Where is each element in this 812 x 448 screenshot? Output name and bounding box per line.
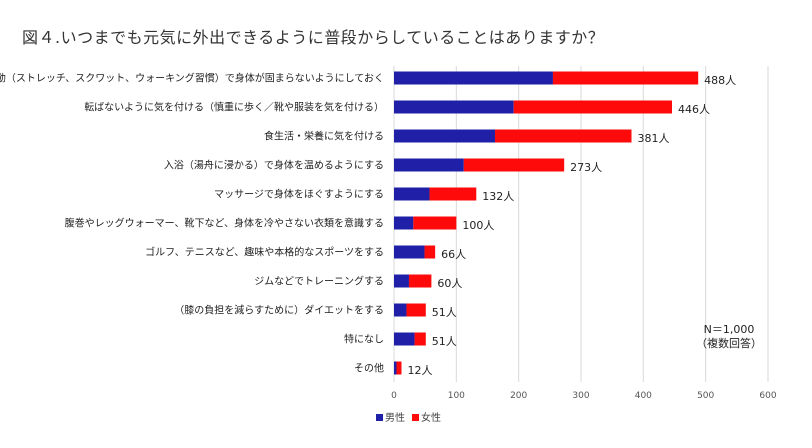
category-labels: 軽い運動（ストレッチ、スクワット、ウォーキング習慣）で身体が固まらないようにして… (0, 72, 384, 375)
category-label: 軽い運動（ストレッチ、スクワット、ウォーキング習慣）で身体が固まらないようにして… (0, 72, 384, 85)
category-label: （膝の負担を減らすために）ダイエットをする (174, 304, 384, 317)
category-label: 特になし (344, 334, 384, 346)
bar-total-label: 446人 (678, 103, 710, 116)
category-label: 転ばないように気を付ける（慎重に歩く／靴や服装を気を付ける） (84, 101, 384, 114)
bar-segment-male (394, 332, 415, 346)
legend-swatch-female (412, 414, 419, 421)
bar-total-label: 381人 (637, 132, 669, 145)
x-tick-label: 300 (572, 391, 589, 401)
bar-segment-female (513, 100, 673, 114)
bar-segment-male (394, 361, 397, 375)
multiple-answer-note: （複数回答） (696, 336, 762, 350)
bar-segment-male (394, 245, 425, 259)
legend-label-female: 女性 (421, 411, 441, 424)
x-tick-label: 500 (697, 391, 714, 401)
sample-size-note: N＝1,000 (704, 323, 755, 336)
chart-title: 図４.いつまでも元気に外出できるように普段からしていることはありますか？ (22, 28, 605, 47)
category-label: ジムなどでトレーニングする (254, 275, 384, 288)
bar-segment-female (463, 158, 565, 172)
bar-segment-female (414, 332, 426, 346)
bar-segment-female (413, 216, 457, 230)
legend-label-male: 男性 (385, 411, 405, 424)
total-labels: 488人 446人 381人 273人 132人 100人 66人 60人 51人 51人 12人 (407, 74, 736, 377)
bar-segment-female (408, 274, 432, 288)
bar-segment-male (394, 216, 414, 230)
bar-segment-male (394, 274, 409, 288)
bar-segment-male (394, 187, 430, 201)
bar-segment-female (494, 129, 632, 143)
x-axis-ticks: 0 100 200 300 400 500 600 (391, 391, 777, 401)
bar-segment-male (394, 303, 407, 317)
bar-segment-female (552, 71, 699, 85)
bar-total-label: 60人 (437, 277, 462, 290)
category-label: ゴルフ、テニスなど、趣味や本格的なスポーツをする (145, 246, 384, 259)
x-tick-label: 200 (510, 391, 527, 401)
bar-total-label: 488人 (704, 74, 736, 87)
bar-total-label: 273人 (570, 161, 602, 174)
x-tick-label: 100 (448, 391, 465, 401)
bar-total-label: 100人 (462, 219, 494, 232)
category-label: 腹巻やレッグウォーマー、靴下など、身体を冷やさない衣類を意識する (65, 217, 384, 230)
x-tick-label: 600 (759, 391, 776, 401)
bar-total-label: 51人 (432, 335, 457, 348)
bar-total-label: 132人 (482, 190, 514, 203)
bar-segment-male (394, 100, 514, 114)
x-tick-label: 0 (391, 391, 397, 401)
bar-segment-female (424, 245, 436, 259)
bar-segment-female (406, 303, 426, 317)
bar-segment-male (394, 71, 553, 85)
category-label: 食生活・栄養に気を付ける (264, 130, 384, 143)
x-tick-label: 400 (635, 391, 652, 401)
bar-segment-female (396, 361, 402, 375)
bar-total-label: 51人 (432, 306, 457, 319)
category-label: マッサージで身体をほぐすようにする (214, 188, 384, 201)
legend-swatch-male (376, 414, 383, 421)
bar-total-label: 12人 (407, 364, 432, 377)
bar-segment-female (429, 187, 477, 201)
category-label: 入浴（湯舟に浸かる）で身体を温めるようにする (164, 159, 384, 172)
bars (394, 71, 699, 375)
bar-total-label: 66人 (441, 248, 466, 261)
bar-segment-male (394, 129, 495, 143)
category-label: その他 (354, 362, 384, 375)
legend: 男性 女性 (376, 411, 441, 424)
bar-segment-male (394, 158, 464, 172)
